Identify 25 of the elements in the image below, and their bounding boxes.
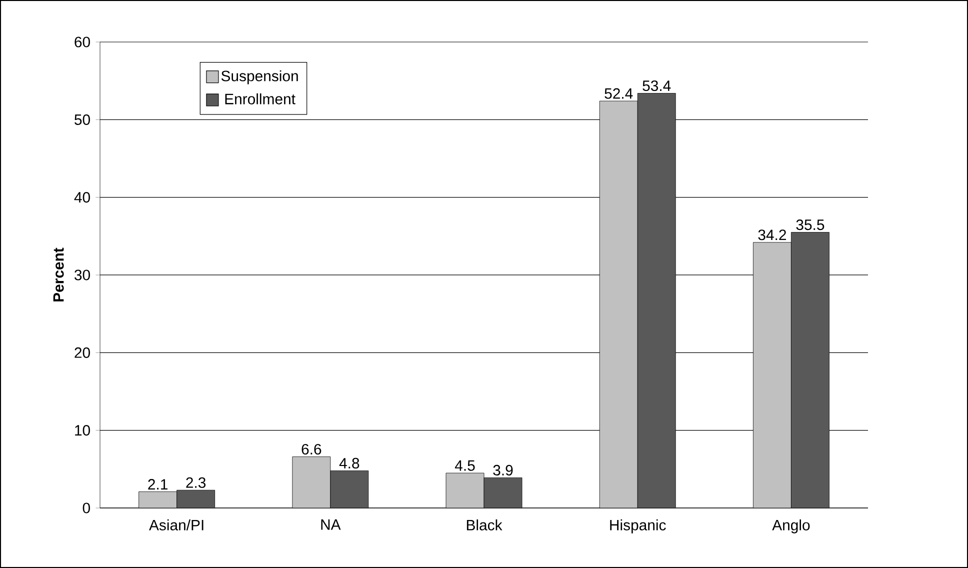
y-tick-label: 50 (74, 114, 90, 125)
x-tick-label: Anglo (772, 519, 810, 534)
data-label: 4.5 (454, 460, 475, 471)
y-tick-label: 30 (74, 270, 90, 280)
y-tick-label: 10 (75, 425, 90, 436)
data-label: 52.4 (604, 88, 633, 99)
legend-label: Enrollment (225, 93, 296, 104)
data-label: 34.2 (758, 230, 786, 240)
data-label: 2.1 (148, 479, 168, 490)
y-tick-label: 40 (74, 192, 90, 203)
data-label: 4.8 (339, 458, 360, 468)
y-tick-label: 20 (74, 347, 90, 358)
legend-label: Suspension (221, 70, 298, 84)
data-label: 35.5 (796, 219, 824, 230)
x-tick-label: Asian/PI (149, 519, 204, 530)
y-tick-label: 60 (74, 36, 90, 48)
y-tick-label: 0 (82, 502, 90, 514)
x-tick-label: Black (466, 519, 502, 530)
data-label: 53.4 (642, 80, 671, 92)
x-tick-label: Hispanic (610, 519, 666, 534)
data-label: 2.3 (186, 477, 206, 488)
data-label: 6.6 (302, 444, 322, 455)
x-tick-label: NA (321, 519, 341, 530)
data-label: 3.9 (493, 464, 513, 476)
y-axis-title: Percent (53, 248, 64, 302)
